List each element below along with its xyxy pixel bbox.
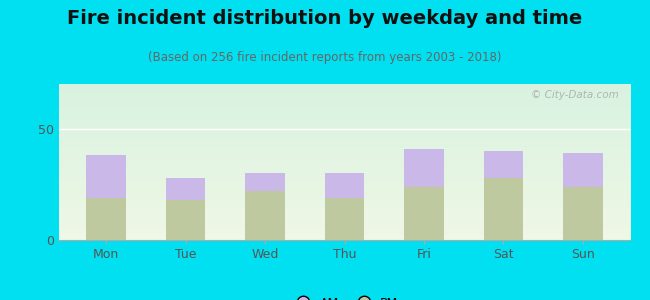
Bar — [404, 187, 444, 240]
Bar — [324, 173, 365, 198]
Bar — [86, 198, 126, 240]
Bar — [86, 155, 126, 198]
Text: Fire incident distribution by weekday and time: Fire incident distribution by weekday an… — [68, 9, 582, 28]
Bar — [484, 178, 523, 240]
Bar — [245, 173, 285, 191]
Bar — [324, 198, 365, 240]
Bar — [245, 191, 285, 240]
Bar — [404, 148, 444, 187]
Text: (Based on 256 fire incident reports from years 2003 - 2018): (Based on 256 fire incident reports from… — [148, 51, 502, 64]
Bar — [166, 200, 205, 240]
Bar — [563, 187, 603, 240]
Bar — [484, 151, 523, 178]
Bar — [166, 178, 205, 200]
Legend: AM, PM: AM, PM — [286, 292, 403, 300]
Text: © City-Data.com: © City-Data.com — [531, 90, 619, 100]
Bar — [563, 153, 603, 187]
